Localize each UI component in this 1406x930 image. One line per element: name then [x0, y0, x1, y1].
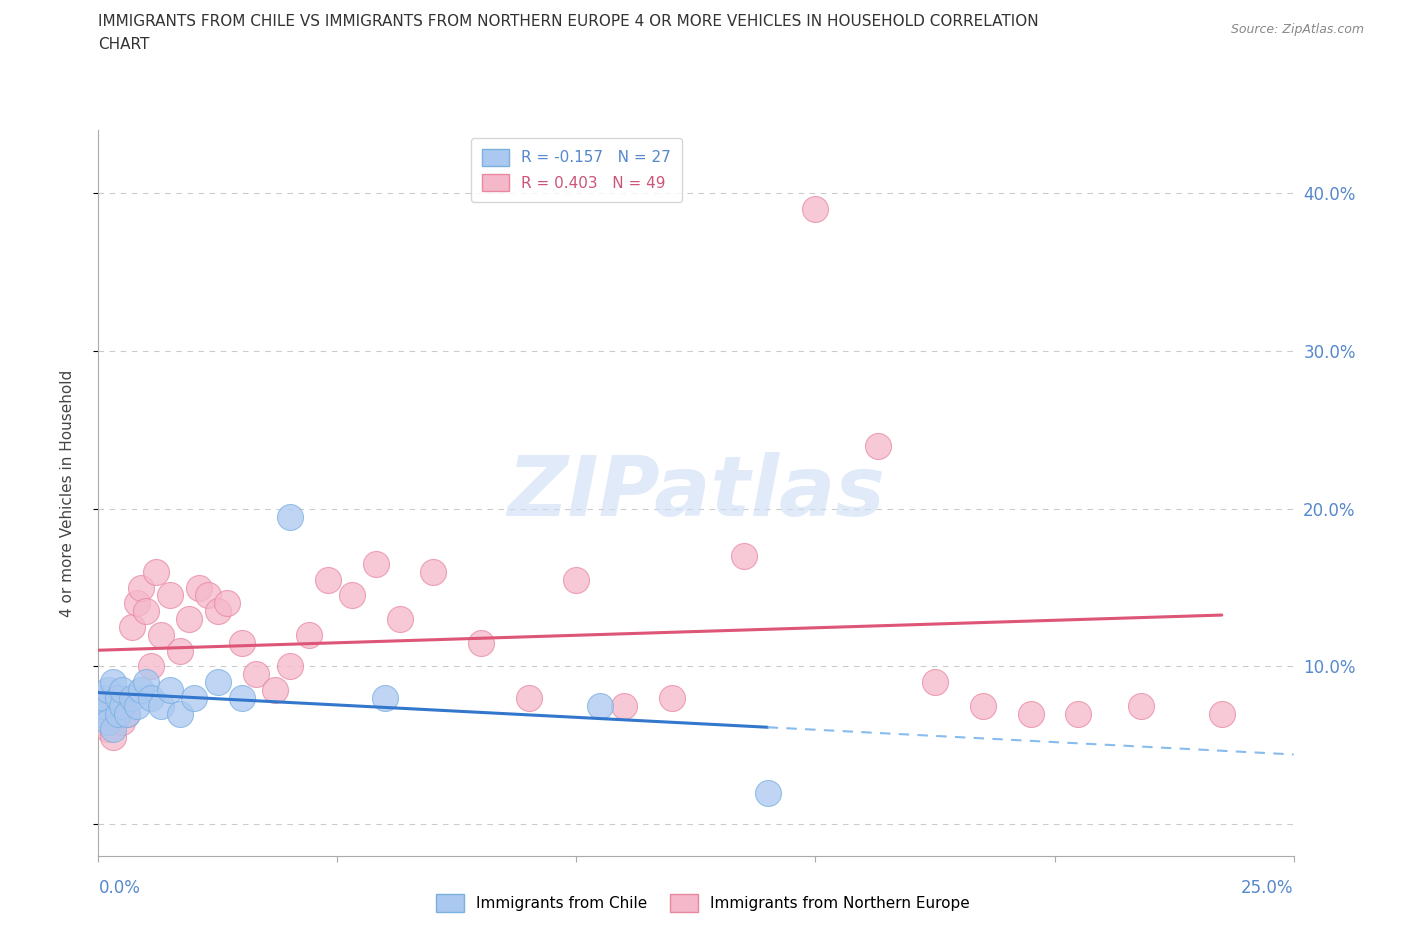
Point — [298, 628, 321, 643]
Point — [340, 588, 363, 603]
Point — [101, 706, 124, 721]
Point — [91, 698, 114, 713]
Point — [183, 690, 205, 705]
Text: ZIPatlas: ZIPatlas — [508, 452, 884, 534]
Point — [1129, 698, 1152, 713]
Point — [159, 683, 181, 698]
Point — [121, 619, 143, 634]
Point — [1211, 706, 1233, 721]
Point — [125, 596, 148, 611]
Point — [91, 698, 114, 713]
Point — [91, 706, 114, 721]
Point — [139, 690, 162, 705]
Point — [111, 698, 134, 713]
Point — [121, 690, 143, 705]
Point — [231, 690, 253, 705]
Point — [207, 674, 229, 689]
Point — [661, 690, 683, 705]
Legend: R = -0.157   N = 27, R = 0.403   N = 49: R = -0.157 N = 27, R = 0.403 N = 49 — [471, 138, 682, 202]
Point — [97, 683, 120, 698]
Text: 0.0%: 0.0% — [98, 879, 141, 897]
Point — [115, 706, 138, 721]
Point — [111, 714, 134, 729]
Point — [1067, 706, 1090, 721]
Point — [107, 690, 129, 705]
Point — [517, 690, 540, 705]
Point — [264, 683, 287, 698]
Point — [217, 596, 239, 611]
Point — [101, 722, 124, 737]
Point — [159, 588, 181, 603]
Point — [125, 698, 148, 713]
Legend: Immigrants from Chile, Immigrants from Northern Europe: Immigrants from Chile, Immigrants from N… — [430, 888, 976, 918]
Point — [733, 549, 755, 564]
Point — [87, 714, 110, 729]
Point — [91, 690, 114, 705]
Point — [756, 785, 779, 800]
Point — [187, 580, 209, 595]
Point — [245, 667, 267, 682]
Point — [197, 588, 219, 603]
Point — [804, 202, 827, 217]
Text: 25.0%: 25.0% — [1241, 879, 1294, 897]
Point — [278, 509, 301, 524]
Point — [97, 690, 120, 705]
Text: CHART: CHART — [98, 37, 150, 52]
Point — [131, 580, 153, 595]
Point — [107, 706, 129, 721]
Point — [135, 674, 157, 689]
Point — [613, 698, 636, 713]
Point — [374, 690, 396, 705]
Point — [97, 714, 120, 729]
Point — [316, 572, 339, 587]
Point — [169, 706, 191, 721]
Point — [149, 698, 172, 713]
Point — [139, 659, 162, 674]
Point — [207, 604, 229, 618]
Point — [111, 683, 134, 698]
Point — [422, 565, 444, 579]
Point — [470, 635, 492, 650]
Point — [169, 644, 191, 658]
Point — [866, 438, 889, 453]
Y-axis label: 4 or more Vehicles in Household: 4 or more Vehicles in Household — [60, 369, 75, 617]
Point — [924, 674, 946, 689]
Point — [278, 659, 301, 674]
Text: Source: ZipAtlas.com: Source: ZipAtlas.com — [1230, 23, 1364, 36]
Point — [179, 612, 201, 627]
Point — [87, 706, 110, 721]
Point — [231, 635, 253, 650]
Text: IMMIGRANTS FROM CHILE VS IMMIGRANTS FROM NORTHERN EUROPE 4 OR MORE VEHICLES IN H: IMMIGRANTS FROM CHILE VS IMMIGRANTS FROM… — [98, 14, 1039, 29]
Point — [1019, 706, 1042, 721]
Point — [388, 612, 411, 627]
Point — [135, 604, 157, 618]
Point — [565, 572, 588, 587]
Point — [145, 565, 167, 579]
Point — [131, 683, 153, 698]
Point — [101, 730, 124, 745]
Point — [107, 698, 129, 713]
Point — [364, 556, 387, 571]
Point — [97, 722, 120, 737]
Point — [101, 674, 124, 689]
Point — [107, 690, 129, 705]
Point — [589, 698, 612, 713]
Point — [972, 698, 994, 713]
Point — [149, 628, 172, 643]
Point — [115, 706, 138, 721]
